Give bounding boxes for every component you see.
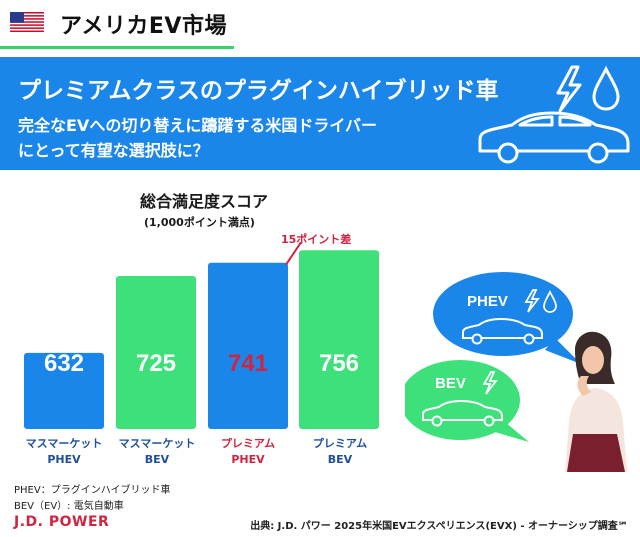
bar-0 (24, 352, 104, 429)
car-icon (478, 111, 630, 164)
category-label: マスマーケット PHEV (14, 436, 114, 468)
bar-value-label-3: 756 (319, 350, 359, 377)
headline-banner: プレミアムクラスのプラグインハイブリッド車 完全なEVへの切り替えに躊躇する米国… (0, 57, 640, 170)
category-label-line2: PHEV (47, 453, 81, 466)
category-label: プレミアム BEV (290, 436, 390, 468)
bar-value-label-0: 632 (44, 350, 84, 377)
banner-subtitle-line1: 完全なEVへの切り替えに躊躇する米国ドライバー (18, 116, 377, 135)
banner-subtitle-line2: にとって有望な選択肢に？ (18, 141, 209, 160)
bar-chart: 632 725 741 756 (24, 241, 379, 429)
bev-bubble: BEV (405, 360, 529, 442)
us-flag-icon (10, 12, 44, 32)
category-label-line2: BEV (327, 453, 353, 466)
phev-bubble: PHEV (433, 272, 581, 364)
category-label: マスマーケット BEV (107, 436, 207, 468)
legend-bev: BEV（EV）: 電気自動車 (14, 501, 124, 512)
bar-value-label-2: 741 (228, 350, 268, 377)
car-icon (422, 399, 503, 427)
page-title: アメリカEV市場 (60, 14, 227, 39)
bar-3 (299, 250, 379, 429)
category-label-line2: PHEV (231, 453, 265, 466)
bev-bubble-label: BEV (435, 375, 466, 392)
chart-title: 総合満足度スコア (140, 192, 269, 211)
chart-subtitle: (1,000ポイント満点) (144, 216, 255, 229)
header-underline (0, 46, 234, 49)
category-label: プレミアム PHEV (198, 436, 298, 468)
brand-logo: J.D. POWER (14, 514, 110, 530)
source-note: 出典: J.D. パワー 2025年米国EVエクスペリエンス(EVX) - オー… (250, 521, 628, 532)
banner-title: プレミアムクラスのプラグインハイブリッド車 (18, 78, 499, 104)
bar-1 (116, 275, 196, 429)
category-label-line2: BEV (144, 453, 170, 466)
person-icon (565, 331, 627, 472)
car-icon (462, 317, 543, 345)
lightning-icon (482, 371, 498, 395)
bubbles-illustration: PHEV BEV (405, 272, 627, 472)
annotation-connector (285, 241, 302, 266)
difference-annotation: 15ポイント差 (281, 233, 352, 246)
phev-bubble-label: PHEV (467, 293, 508, 310)
water-drop-icon (543, 289, 557, 313)
category-label-line1: マスマーケット (25, 437, 103, 450)
bar-2 (208, 262, 288, 429)
bar-value-label-1: 725 (136, 350, 176, 377)
legend-phev: PHEV：プラグインハイブリッド車 (14, 485, 171, 496)
category-label-line1: プレミアム (312, 437, 368, 450)
category-label-line1: プレミアム (220, 437, 276, 450)
category-label-line1: マスマーケット (118, 437, 196, 450)
lightning-icon (524, 289, 540, 313)
lightning-icon (556, 65, 582, 113)
water-drop-icon (592, 65, 620, 111)
banner-illustration (478, 65, 630, 164)
page-header: アメリカEV市場 (0, 0, 640, 50)
